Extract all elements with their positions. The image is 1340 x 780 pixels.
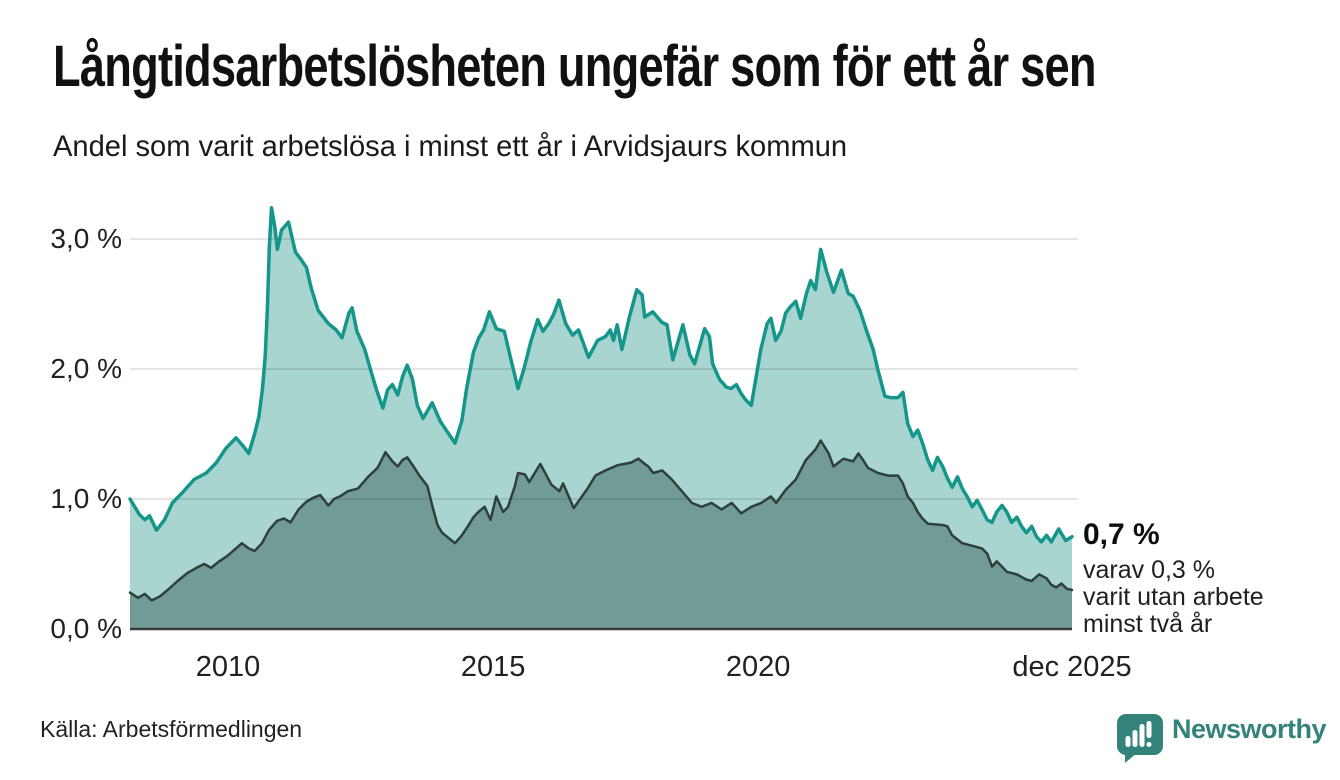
chart-subtitle: Andel som varit arbetslösa i minst ett å… [53, 130, 848, 163]
page-title: Långtidsarbetslösheten ungefär som för e… [53, 34, 1097, 99]
annotation-line-3: minst två år [1083, 610, 1213, 638]
x-tick-label: 2020 [725, 651, 791, 683]
annotation-line-2: varit utan arbete [1083, 583, 1264, 611]
area-fill-two-years [130, 440, 1072, 629]
y-tick-label: 3,0 % [50, 223, 122, 254]
y-tick-label: 0,0 % [50, 613, 122, 644]
source-note: Källa: Arbetsförmedlingen [40, 716, 303, 742]
annotation-line-1: varav 0,3 % [1083, 556, 1216, 584]
x-tick-label: dec 2025 [1012, 651, 1132, 683]
x-tick-label: 2010 [195, 651, 261, 683]
y-tick-label: 2,0 % [50, 353, 122, 384]
end-value-description: varav 0,3 % varit utan arbete minst två … [1083, 557, 1264, 638]
y-tick-label: 1,0 % [50, 483, 122, 514]
x-tick-label: 2015 [460, 651, 526, 683]
series-line-two-years [128, 439, 1074, 602]
end-value-annotation: 0,7 % varav 0,3 % varit utan arbete mins… [1083, 519, 1264, 638]
newsworthy-wordmark: Newsworthy [1172, 714, 1327, 744]
newsworthy-logo: Newsworthy [1115, 710, 1330, 766]
end-value-label: 0,7 % [1083, 518, 1160, 551]
series-line-one-year [128, 206, 1074, 544]
gridlines-overlay [130, 238, 1078, 500]
newsworthy-bubble-chart-icon [1117, 714, 1163, 763]
